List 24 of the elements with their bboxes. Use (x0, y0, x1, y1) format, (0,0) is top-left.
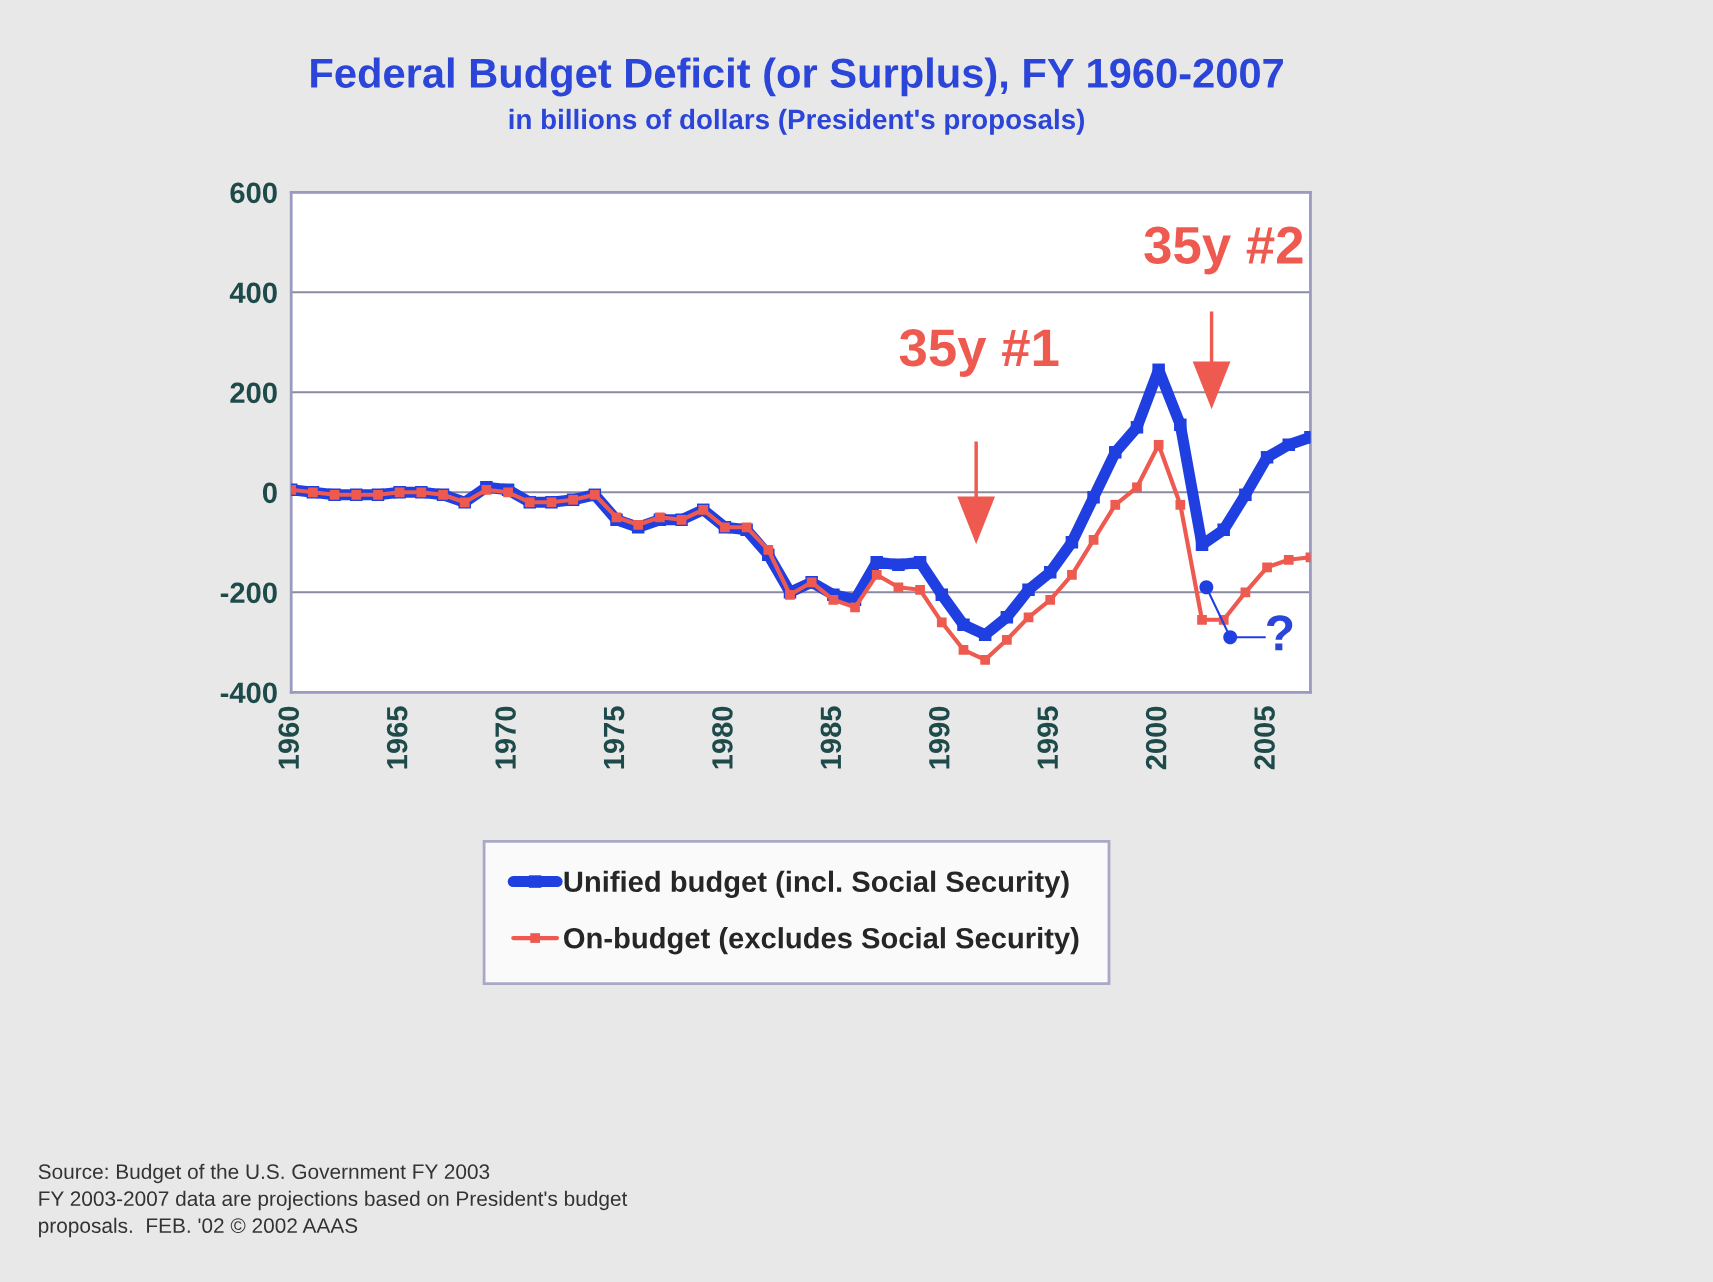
x-tick-label: 1975 (603, 706, 625, 769)
y-tick-label: 200 (230, 382, 277, 404)
annotation: 35y #1 (899, 329, 1059, 377)
x-tick-label: 1965 (386, 706, 408, 769)
x-tick-label: 1960 (278, 706, 300, 769)
x-tick-label: 2005 (1254, 706, 1275, 770)
x-tick-label: 1985 (820, 706, 842, 769)
chart-subtitle: in billions of dollars (President's proposals) (509, 108, 1085, 135)
x-tick-label: 1980 (712, 706, 733, 769)
annotation: ? (1266, 615, 1293, 651)
x-tick-label: 1970 (495, 706, 516, 769)
x-tick-label: 1990 (928, 706, 950, 769)
y-tick-label: 400 (229, 282, 277, 304)
y-tick-label: 600 (230, 182, 277, 204)
y-tick-label: -400 (220, 682, 277, 704)
legend-label: On-budget (excludes Social Security) (564, 927, 1079, 955)
legend-label: Unified budget (incl. Social Security) (564, 870, 1069, 898)
annotation: 35y #2 (1144, 226, 1303, 275)
x-tick-label: 1995 (1037, 706, 1059, 769)
x-tick-label: 2000 (1145, 706, 1167, 770)
chart-title: Federal Budget Deficit (or Surplus), FY 1960-2007 (311, 57, 1283, 97)
y-tick-label: -200 (220, 582, 277, 604)
source-note: Source: Budget of the U.S. Government FY 2003 FY 2003-2007 data are projections based on President's budget proposals. FEB. '02 © 2002 AAAS (38, 1163, 628, 1238)
y-tick-label: 0 (262, 482, 277, 504)
